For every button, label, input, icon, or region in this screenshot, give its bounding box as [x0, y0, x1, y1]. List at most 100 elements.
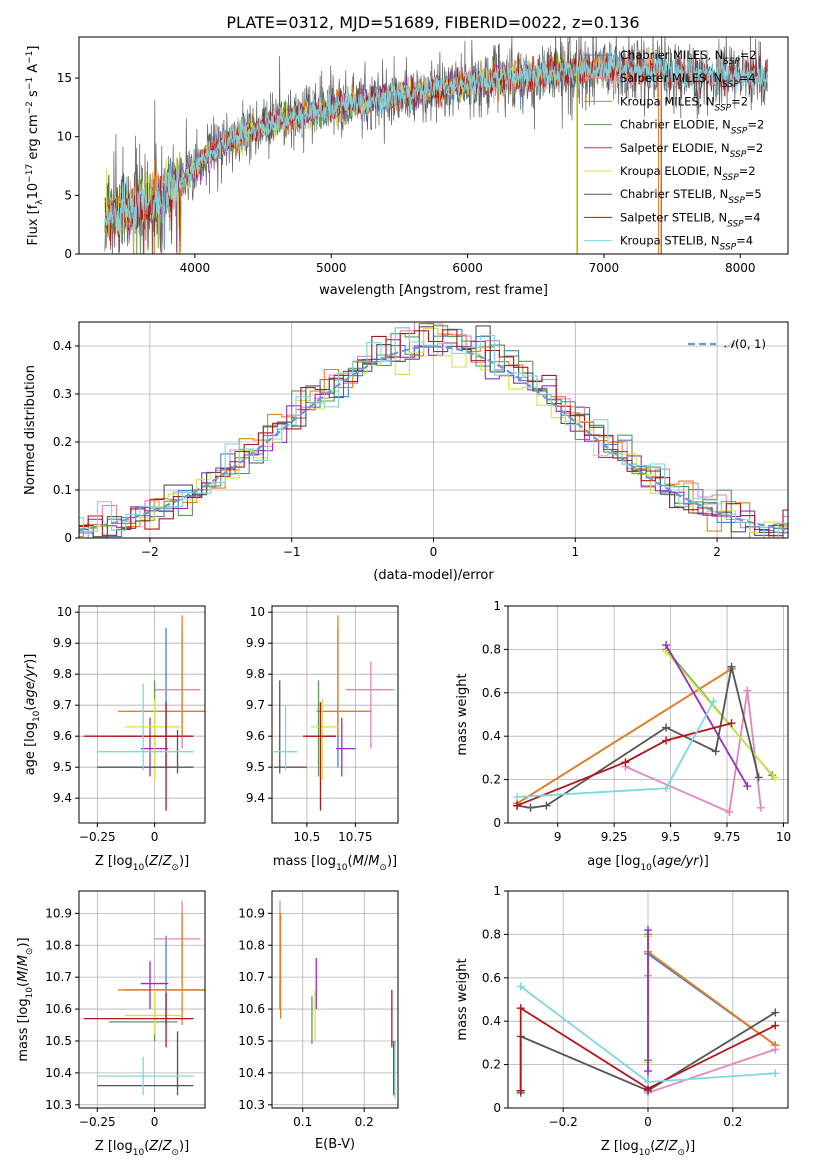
y-axis-label: Flux [fλ10−17 erg cm−2 s−1 A−1]	[25, 46, 45, 246]
y-tick-label: 0	[64, 247, 72, 261]
mass-weight-line-kroupa-miles	[516, 668, 732, 805]
mass-weight-marker-kroupa-stelib	[709, 697, 718, 706]
y-tick-label: 10.4	[238, 1066, 265, 1080]
x-axis-label: Z [log10(Z/Z⊙)]	[601, 1139, 695, 1158]
mass-weight-marker-salpeter-elodie	[644, 926, 652, 935]
legend-label-salpeter-stelib: Salpeter STELIB, NSSP=4	[620, 210, 761, 229]
mass-weight-marker-kroupa-stelib	[513, 792, 522, 801]
mass-weight-marker-salpeter-stelib	[727, 719, 736, 728]
axes-frame: 10.5 10.75 9.4 9.5 9.6 9.7 9.8 9.9 10 mass [log10…	[246, 605, 399, 873]
x-axis-label: mass [log10(M/M⊙)]	[273, 854, 397, 873]
hist-salpeter-stelib	[79, 329, 788, 537]
x-tick-label: 10.75	[338, 830, 372, 844]
y-tick-label: 9.7	[246, 698, 265, 712]
y-tick-label: 0.4	[482, 1014, 501, 1028]
mass-weight-line-kroupa-miles	[647, 951, 776, 1046]
x-tick-label: 6000	[452, 261, 483, 275]
y-tick-label: 9.6	[53, 729, 72, 743]
y-tick-label: 9.7	[53, 698, 72, 712]
mass-weight-marker-kroupa-stelib	[662, 784, 671, 793]
y-tick-label: 9.4	[246, 791, 265, 805]
legend-label-salpeter-elodie: Salpeter ELODIE, NSSP=2	[620, 141, 763, 160]
legend-label-kroupa-stelib: Kroupa STELIB, NSSP=4	[620, 234, 753, 253]
x-tick-label: 0	[644, 1115, 652, 1129]
mass-weight-marker-salpeter-stelib	[513, 801, 522, 810]
frame	[507, 605, 789, 824]
x-tick-label: −1	[283, 545, 301, 559]
y-tick-label: 0.8	[482, 927, 501, 941]
y-tick-label: 10.7	[238, 970, 265, 984]
x-tick-label: −0.25	[79, 1115, 116, 1129]
panel-residuals: −2 −1 0 1 2 0 0.1 0.2 0.3 0.4 (data-model)/error No…	[23, 321, 789, 583]
y-tick-label: 10.8	[45, 938, 72, 952]
x-tick-label: 0.2	[355, 1115, 374, 1129]
panel-mass_weight_vs_age: 9 9.25 9.5 9.75 10 0 0.2 0.4 0.6 0.8 1 age [log10(a…	[455, 599, 791, 873]
plot-area	[513, 641, 779, 817]
x-tick-label: 8000	[725, 261, 756, 275]
y-tick-label: 10.5	[45, 1034, 72, 1048]
x-tick-label: 9.75	[714, 830, 741, 844]
mass-weight-marker-salpeter-miles	[725, 808, 734, 817]
y-tick-label: 10.9	[238, 906, 265, 920]
axes-frame: −0.25 0 9.4 9.5 9.6 9.7 9.8 9.9 10 Z [log10(Z/Z⊙)…	[23, 605, 206, 873]
normal-curve	[79, 345, 788, 531]
hist-chabrier-stelib	[79, 325, 788, 538]
y-tick-label: 1	[493, 599, 501, 613]
mass-weight-marker-salpeter-stelib	[771, 1021, 780, 1030]
y-tick-label: 9.8	[53, 667, 72, 681]
y-tick-label: 0.1	[53, 483, 72, 497]
y-tick-label: 0	[493, 816, 501, 830]
y-tick-label: 9.4	[53, 791, 72, 805]
x-tick-label: 4000	[180, 261, 211, 275]
axes-frame: 0.1 0.2 10.3 10.4 10.5 10.6 10.7 10.8 10.9 E(B-V)	[238, 890, 399, 1152]
x-tick-label: 5000	[316, 261, 347, 275]
mass-weight-marker-chabrier-stelib	[526, 803, 535, 812]
spectrum-line-kroupa-stelib	[104, 47, 768, 249]
y-tick-label: 10	[250, 605, 265, 619]
mass-weight-line-chabrier-stelib	[516, 666, 760, 809]
x-axis-label: wavelength [Angstrom, rest frame]	[319, 283, 548, 298]
y-tick-label: 9.5	[246, 760, 265, 774]
hist-kroupa-elodie	[79, 327, 788, 534]
mass-weight-marker-kroupa-stelib	[771, 1069, 780, 1078]
y-tick-label: 9.9	[246, 636, 265, 650]
y-tick-label: 10	[57, 605, 72, 619]
axes-frame: −0.25 0 10.3 10.4 10.5 10.6 10.7 10.8 10.9 Z [log…	[16, 890, 206, 1158]
x-tick-label: 0	[151, 830, 159, 844]
mass-weight-line-salpeter-miles	[625, 690, 762, 814]
y-tick-label: 9.5	[53, 760, 72, 774]
panel-age_vs_mass: 10.5 10.75 9.4 9.5 9.6 9.7 9.8 9.9 10 mass [log10…	[246, 605, 399, 873]
x-axis-label: age [log10(age/yr)]	[587, 854, 709, 873]
y-tick-label: 10	[57, 130, 72, 144]
frame	[271, 605, 399, 824]
axes-frame: −2 −1 0 1 2 0 0.1 0.2 0.3 0.4 (data-model)/error No…	[23, 321, 789, 583]
y-tick-label: 0.4	[53, 339, 72, 353]
panel-age_vs_Z: −0.25 0 9.4 9.5 9.6 9.7 9.8 9.9 10 Z [log10(Z/Z⊙)…	[23, 605, 206, 873]
mass-weight-line-kroupa-elodie	[665, 651, 776, 778]
y-tick-label: 0.4	[482, 729, 501, 743]
y-axis-label: age [log10(age/yr)]	[23, 654, 42, 776]
x-tick-label: 1	[571, 545, 579, 559]
y-tick-label: 0.6	[482, 686, 501, 700]
y-tick-label: 9.9	[53, 636, 72, 650]
mass-weight-marker-chabrier-stelib	[711, 747, 720, 756]
y-tick-label: 10.5	[238, 1034, 265, 1048]
mass-weight-line-kroupa-stelib	[516, 701, 715, 798]
y-tick-label: 0.2	[53, 435, 72, 449]
x-axis-label: Z [log10(Z/Z⊙)]	[95, 854, 189, 873]
axes-frame: −0.2 0 0.2 0 0.2 0.4 0.6 0.8 1 Z [log10(Z/Z⊙)] mas…	[455, 884, 789, 1158]
x-tick-label: 9	[554, 830, 562, 844]
x-tick-label: 0.2	[723, 1115, 742, 1129]
mass-weight-marker-chabrier-stelib	[754, 773, 763, 782]
mass-weight-marker-chabrier-stelib	[542, 801, 551, 810]
panel-mass_vs_Z: −0.25 0 10.3 10.4 10.5 10.6 10.7 10.8 10.9 Z [log…	[16, 890, 206, 1158]
y-tick-label: 10.7	[45, 970, 72, 984]
y-tick-label: 0.8	[482, 642, 501, 656]
mass-weight-marker-salpeter-miles	[743, 686, 752, 695]
y-tick-label: 10.9	[45, 906, 72, 920]
y-tick-label: 0.2	[482, 773, 501, 787]
y-tick-label: 10.6	[45, 1002, 72, 1016]
y-axis-label: Normed distribution	[23, 365, 38, 495]
y-tick-label: 10.6	[238, 1002, 265, 1016]
legend-label-kroupa-elodie: Kroupa ELODIE, NSSP=2	[620, 164, 756, 183]
